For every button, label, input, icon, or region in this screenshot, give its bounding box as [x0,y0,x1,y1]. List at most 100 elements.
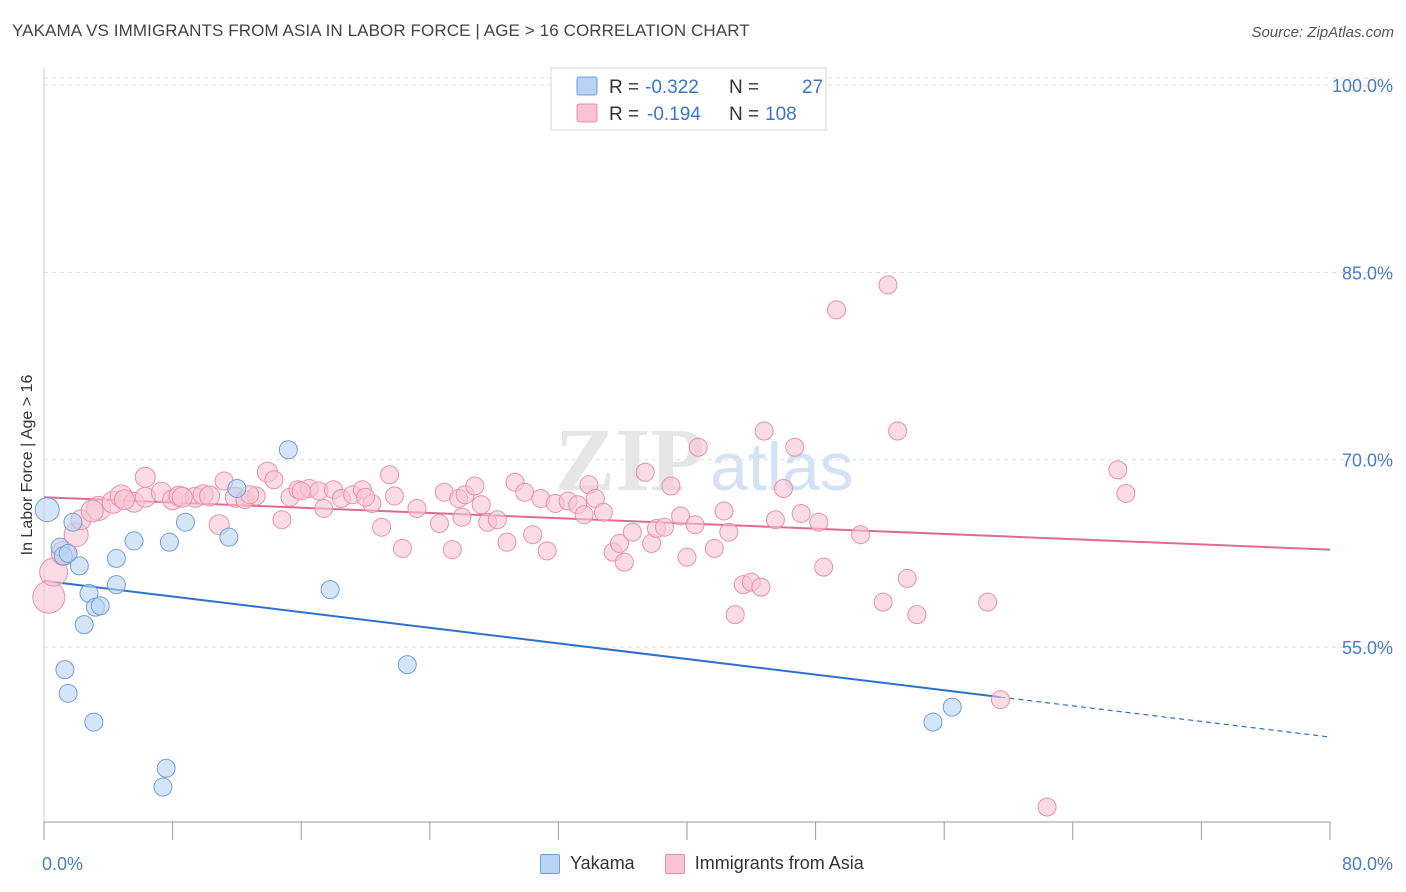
asia-point [32,580,66,614]
legend-swatch-asia [576,103,598,123]
asia-point [688,437,708,457]
asia-point [487,510,507,530]
asia-point [809,512,829,532]
asia-point [654,517,674,537]
yakama-point [320,580,340,600]
yakama-point [74,615,94,635]
asia-point [614,552,634,572]
asia-point [372,517,392,537]
yakama-point [34,497,60,523]
asia-point [264,470,284,490]
asia-point [897,568,917,588]
legend-item-yakama[interactable]: Yakama [540,853,635,874]
asia-point [978,592,998,612]
yakama-point [156,758,176,778]
yakama-point [942,697,962,717]
series-legend: Yakama Immigrants from Asia [540,853,864,874]
asia-point [593,502,613,522]
asia-point [574,505,594,525]
asia-point [392,538,412,558]
yakama-point [153,777,173,797]
asia-point [523,525,543,545]
asia-point [199,485,221,507]
asia-point [171,486,193,508]
asia-point [407,498,427,518]
stats-legend: R = -0.322 N = 27 R = -0.194 N = 108 [550,67,827,131]
asia-point [1108,460,1128,480]
yakama-point [58,683,78,703]
data-points [32,275,1136,817]
legend-n-value-2: 108 [765,104,797,125]
gridlines [44,77,1395,648]
yakama-point [90,596,110,616]
axes [43,68,1331,840]
asia-point [314,498,334,518]
yakama-point [219,527,239,547]
asia-point [356,487,375,507]
asia-point [609,533,629,553]
asia-point [537,541,557,561]
asia-point [272,510,292,530]
asia-point [719,522,739,542]
yakama-trend-line [43,579,1001,699]
asia-point [291,481,311,501]
asia-point [380,465,400,485]
y-tick-label: 70.0% [1342,451,1393,471]
yakama-point [63,512,83,532]
asia-point [471,495,491,515]
legend-n-label-1: N = [729,77,759,98]
legend-n-value-1: 27 [802,77,823,98]
legend-r-value-2: -0.194 [647,104,701,125]
x-tick-label-max: 80.0% [1342,854,1393,874]
asia-point [907,605,927,625]
asia-point [704,538,724,558]
asia-point [622,522,642,542]
yakama-point [106,575,126,595]
legend-label-asia: Immigrants from Asia [694,853,864,873]
asia-point [765,510,785,530]
yakama-point [124,531,144,551]
legend-r-label-1: R = [609,77,639,98]
yakama-point [106,548,126,568]
asia-point [80,499,104,523]
asia-point [791,503,811,523]
yakama-point [923,712,943,732]
y-tick-labels: 100.0% 85.0% 70.0% 55.0% [1332,76,1393,658]
asia-point [134,466,156,488]
asia-point [661,476,681,496]
asia-point [751,577,771,597]
yakama-point [159,532,179,552]
yakama-trend-extension [1000,696,1331,738]
watermark-zip: ZIP [555,411,705,510]
asia-point [990,690,1010,710]
legend-r-label-2: R = [609,104,639,125]
legend-swatch-yakama [576,76,598,96]
source-label: Source: ZipAtlas.com [1251,24,1394,41]
asia-point [452,507,472,527]
yakama-point [175,512,195,532]
yakama-point [58,543,78,563]
asia-point [465,476,485,496]
asia-point [384,486,404,506]
asia-point [873,592,893,612]
watermark: ZIP atlas [555,411,854,510]
yakama-point [227,478,247,498]
legend-item-asia[interactable]: Immigrants from Asia [664,853,864,874]
asia-point [429,513,449,533]
yakama-point [84,712,104,732]
legend-n-label-2: N = [729,104,759,125]
asia-point [785,437,805,457]
asia-point [515,482,535,502]
asia-point [497,532,517,552]
asia-point [671,506,691,526]
asia-point [773,478,793,498]
asia-point [725,605,745,625]
yakama-point [69,556,89,576]
yakama-point [397,655,417,675]
asia-point [1116,483,1136,503]
y-tick-label: 85.0% [1342,263,1393,283]
asia-point [113,489,135,511]
asia-point [888,421,908,441]
asia-point [851,525,871,545]
